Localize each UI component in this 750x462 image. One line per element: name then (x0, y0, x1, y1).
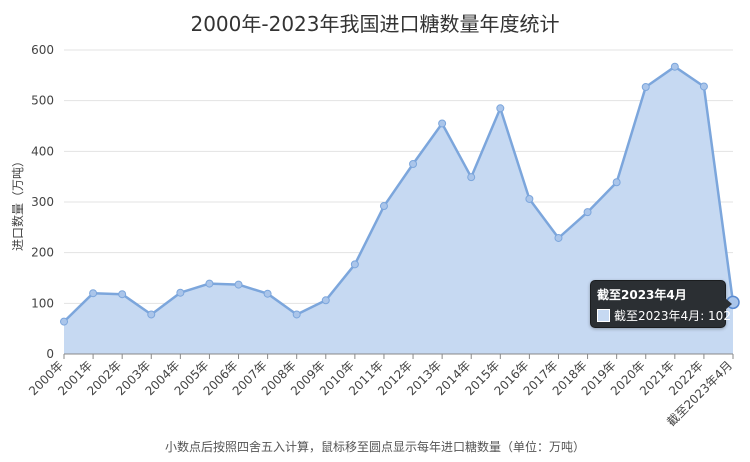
data-point[interactable] (525, 194, 534, 203)
tooltip-row: 截至2023年4月 : 102 (597, 307, 731, 324)
y-tick-label: 0 (46, 347, 54, 361)
data-point[interactable] (699, 82, 708, 91)
data-point[interactable] (263, 289, 272, 298)
data-point[interactable] (292, 310, 301, 319)
series-area-fill (64, 66, 733, 354)
x-axis-ticks: 2000年2001年2002年2003年2004年2005年2006年2007年… (26, 354, 735, 429)
data-point[interactable] (641, 82, 650, 91)
data-point[interactable] (496, 104, 505, 113)
y-tick-label: 200 (31, 246, 54, 260)
data-point[interactable] (176, 288, 185, 297)
tooltip-title: 截至2023年4月 (597, 288, 687, 302)
data-point[interactable] (234, 280, 243, 289)
tooltip-separator: : (700, 308, 709, 323)
data-point[interactable] (147, 310, 156, 319)
data-point[interactable] (438, 119, 447, 128)
y-tick-label: 300 (31, 195, 54, 209)
tooltip-series-label: 截至2023年4月 (614, 309, 701, 323)
data-point[interactable] (118, 290, 127, 299)
data-point[interactable] (409, 160, 418, 168)
tooltip-arrow (725, 298, 732, 310)
data-point[interactable] (379, 202, 388, 211)
data-point[interactable] (554, 233, 563, 242)
data-point[interactable] (350, 260, 359, 269)
tooltip-value: 102 (708, 308, 731, 323)
y-tick-label: 600 (31, 43, 54, 57)
tooltip: 截至2023年4月 截至2023年4月 : 102 (590, 280, 732, 328)
data-point[interactable] (467, 173, 476, 182)
y-tick-label: 500 (31, 94, 54, 108)
tooltip-swatch (597, 309, 610, 322)
data-point[interactable] (612, 178, 621, 187)
data-point[interactable] (205, 279, 214, 288)
y-axis-ticks: 0 100 200 300 400 500 600 (31, 43, 54, 361)
series-line (63, 65, 735, 323)
chart-title: 2000年-2023年我国进口糖数量年度统计 (190, 12, 560, 36)
data-point[interactable] (321, 296, 330, 305)
footnote: 小数点后按照四舍五入计算，鼠标移至圆点显示每年进口糖数量（单位：万吨） (164, 440, 585, 454)
data-point[interactable] (583, 208, 592, 217)
y-tick-label: 100 (31, 296, 54, 310)
data-point[interactable] (670, 62, 679, 71)
y-tick-label: 400 (31, 144, 54, 158)
y-axis-label: 进口数量（万吨） (10, 155, 25, 251)
data-point[interactable] (60, 317, 68, 326)
data-point[interactable] (89, 289, 98, 298)
